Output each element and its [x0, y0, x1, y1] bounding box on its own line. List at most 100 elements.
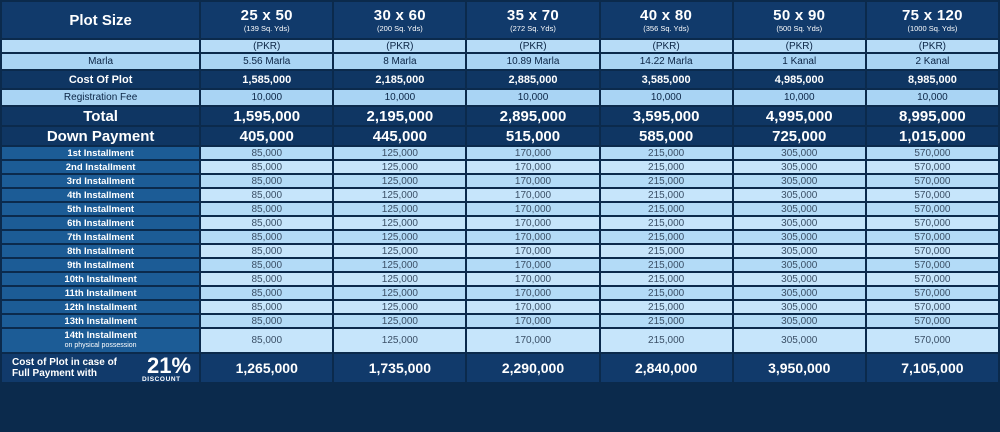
marla-cell: 14.22 Marla [600, 54, 732, 69]
installment-cell: 215,000 [600, 147, 732, 159]
installment-cell: 85,000 [201, 189, 333, 201]
marla-cell: 2 Kanal [866, 54, 998, 69]
installment-row: 14th Installment on physical possession 85… [2, 329, 998, 352]
installment-cell: 170,000 [467, 147, 599, 159]
installment-cell: 170,000 [467, 175, 599, 187]
installment-cell: 125,000 [334, 217, 466, 229]
installment-cell: 215,000 [600, 161, 732, 173]
installment-cell: 170,000 [467, 329, 599, 352]
discount-word: DISCOUNT [142, 376, 181, 383]
installment-cell: 170,000 [467, 287, 599, 299]
installment-cell: 85,000 [201, 259, 333, 271]
installment-cell: 125,000 [334, 147, 466, 159]
registration-cell: 10,000 [600, 90, 732, 105]
installment-cell: 125,000 [334, 245, 466, 257]
installment-cell: 215,000 [600, 231, 732, 243]
installment-row: 12th Installment 85,000 125,000 170,000 215,… [2, 301, 998, 313]
installment-label: 1st Installment [2, 147, 200, 159]
plot-size-label: Plot Size [2, 2, 200, 38]
total-cell: 4,995,000 [733, 107, 865, 125]
installment-row: 6th Installment 85,000 125,000 170,000 215,0… [2, 217, 998, 229]
installment-cell: 85,000 [201, 175, 333, 187]
installment-cell: 570,000 [866, 217, 998, 229]
marla-row: Marla 5.56 Marla 8 Marla 10.89 Marla 14.… [2, 54, 998, 69]
installment-cell: 215,000 [600, 315, 732, 327]
installment-cell: 125,000 [334, 301, 466, 313]
installment-cell: 125,000 [334, 231, 466, 243]
installment-cell: 85,000 [201, 147, 333, 159]
installment-cell: 570,000 [866, 259, 998, 271]
installment-cell: 215,000 [600, 329, 732, 352]
down-payment-cell: 515,000 [467, 127, 599, 145]
total-cell: 8,995,000 [866, 107, 998, 125]
registration-cell: 10,000 [733, 90, 865, 105]
installment-cell: 570,000 [866, 245, 998, 257]
installment-label: 5th Installment [2, 203, 200, 215]
installment-cell: 170,000 [467, 161, 599, 173]
plot-size-cell: 35 x 70 (272 Sq. Yds) [467, 2, 599, 38]
plot-size-cell: 50 x 90 (500 Sq. Yds) [733, 2, 865, 38]
currency-row: (PKR) (PKR) (PKR) (PKR) (PKR) (PKR) [2, 40, 998, 52]
installment-cell: 125,000 [334, 259, 466, 271]
marla-cell: 8 Marla [334, 54, 466, 69]
down-payment-label: Down Payment [2, 127, 200, 145]
plot-size-cell: 25 x 50 (139 Sq. Yds) [201, 2, 333, 38]
discount-percent: 21% [147, 353, 192, 378]
currency-cell: (PKR) [201, 40, 333, 52]
installment-label: 14th Installment on physical possession [2, 329, 200, 352]
currency-cell: (PKR) [334, 40, 466, 52]
plot-size-cell: 30 x 60 (200 Sq. Yds) [334, 2, 466, 38]
installment-label: 7th Installment [2, 231, 200, 243]
installment-cell: 125,000 [334, 329, 466, 352]
installment-cell: 570,000 [866, 203, 998, 215]
installment-label: 11th Installment [2, 287, 200, 299]
total-row: Total 1,595,000 2,195,000 2,895,000 3,59… [2, 107, 998, 125]
installment-cell: 215,000 [600, 217, 732, 229]
total-cell: 2,895,000 [467, 107, 599, 125]
full-payment-cell: 3,950,000 [733, 354, 865, 382]
cost-cell: 1,585,000 [201, 71, 333, 88]
full-payment-label: Cost of Plot in case of Full Payment with… [2, 353, 200, 383]
installment-cell: 215,000 [600, 301, 732, 313]
installment-cell: 305,000 [733, 273, 865, 285]
full-payment-cell: 1,265,000 [201, 354, 333, 382]
plot-size-cell: 40 x 80 (356 Sq. Yds) [600, 2, 732, 38]
currency-cell: (PKR) [467, 40, 599, 52]
installment-cell: 215,000 [600, 259, 732, 271]
installment-row: 13th Installment 85,000 125,000 170,000 215,… [2, 315, 998, 327]
installment-cell: 570,000 [866, 287, 998, 299]
installment-cell: 305,000 [733, 259, 865, 271]
registration-label: Registration Fee [2, 90, 200, 105]
full-payment-line2: Full Payment with [12, 368, 98, 379]
installment-cell: 170,000 [467, 217, 599, 229]
full-payment-line1: Cost of Plot in case of [12, 357, 118, 368]
installment-row: 9th Installment 85,000 125,000 170,000 215,0… [2, 259, 998, 271]
installment-cell: 570,000 [866, 231, 998, 243]
registration-cell: 10,000 [866, 90, 998, 105]
installment-cell: 170,000 [467, 189, 599, 201]
installment-cell: 570,000 [866, 175, 998, 187]
installment-cell: 570,000 [866, 147, 998, 159]
down-payment-cell: 585,000 [600, 127, 732, 145]
payment-plan-table: Plot Size 25 x 50 (139 Sq. Yds) 30 x 60 (2… [2, 2, 998, 383]
installment-cell: 305,000 [733, 203, 865, 215]
installment-cell: 125,000 [334, 161, 466, 173]
down-payment-row: Down Payment 405,000 445,000 515,000 585… [2, 127, 998, 145]
cost-cell: 3,585,000 [600, 71, 732, 88]
marla-cell: 5.56 Marla [201, 54, 333, 69]
marla-label: Marla [2, 54, 200, 69]
installment-cell: 215,000 [600, 203, 732, 215]
installment-cell: 170,000 [467, 301, 599, 313]
installment-cell: 305,000 [733, 175, 865, 187]
installment-row: 1st Installment 85,000 125,000 170,000 215,0… [2, 147, 998, 159]
full-payment-cell: 2,840,000 [600, 354, 732, 382]
installment-cell: 215,000 [600, 273, 732, 285]
total-label: Total [2, 107, 200, 125]
total-cell: 3,595,000 [600, 107, 732, 125]
installment-cell: 170,000 [467, 245, 599, 257]
installment-cell: 125,000 [334, 175, 466, 187]
installment-cell: 305,000 [733, 147, 865, 159]
installment-row: 2nd Installment 85,000 125,000 170,000 215,0… [2, 161, 998, 173]
installment-note: on physical possession [64, 341, 137, 349]
